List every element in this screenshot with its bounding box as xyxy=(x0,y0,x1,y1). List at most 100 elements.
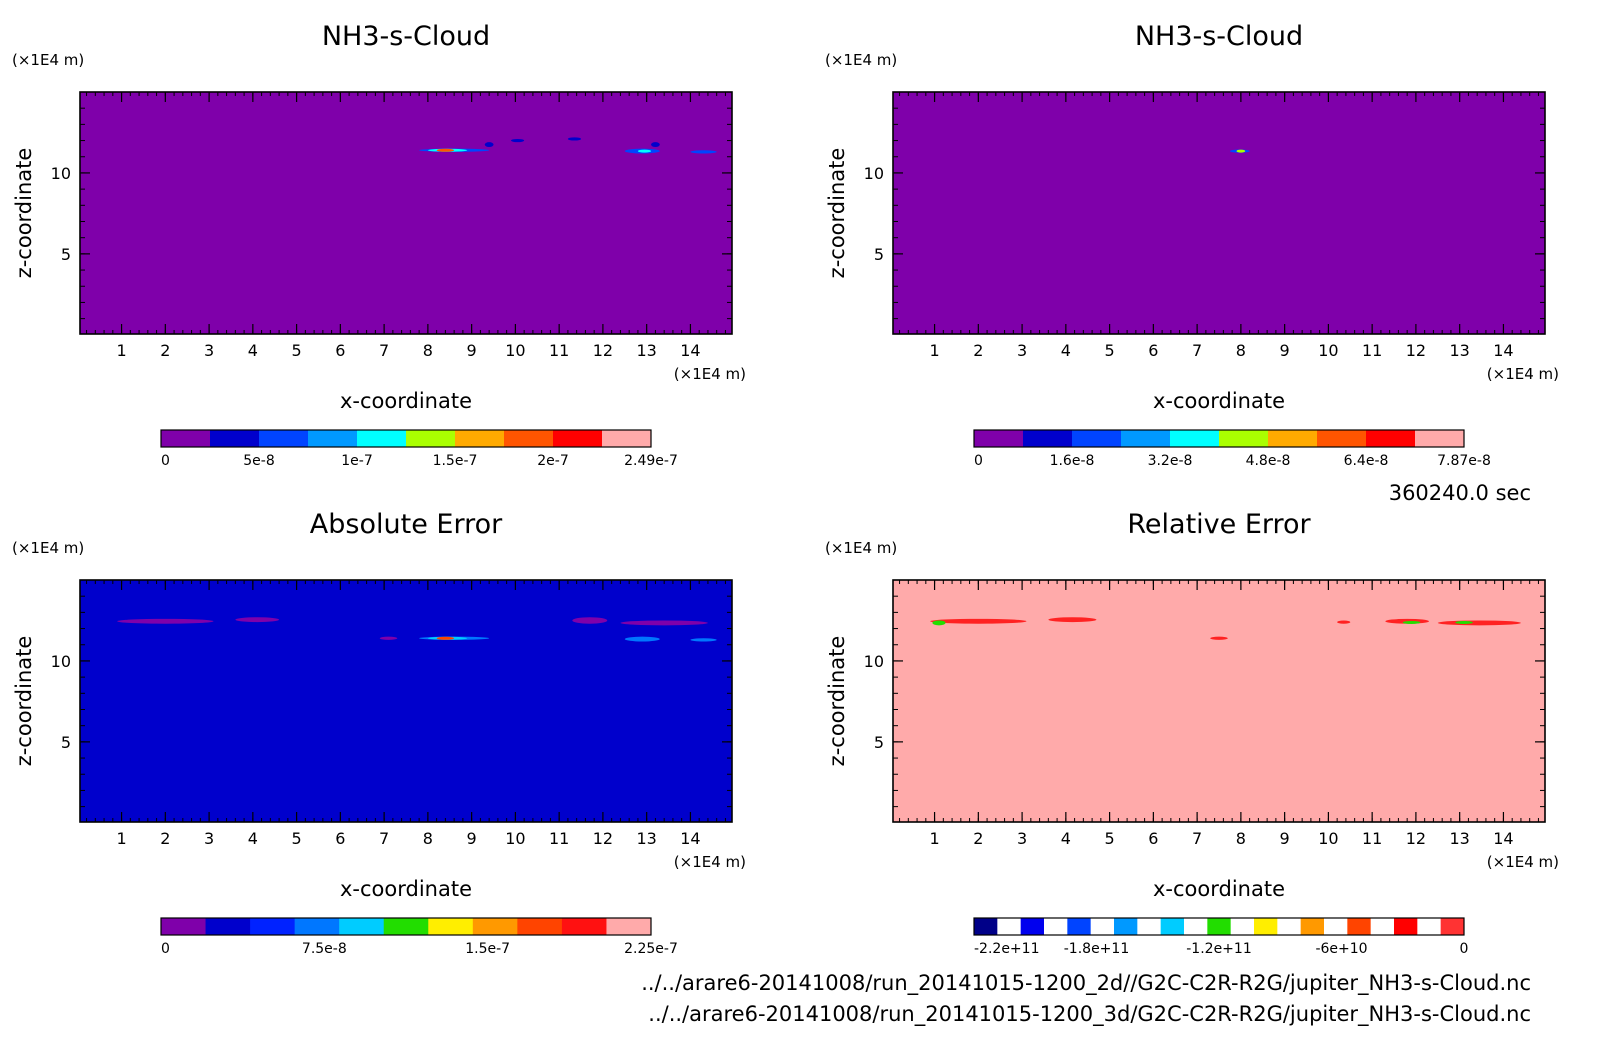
x-tick-label: 11 xyxy=(1362,829,1382,848)
x-tick-label: 14 xyxy=(1493,341,1513,360)
colorbar-frame xyxy=(160,429,652,448)
cloud-feature xyxy=(637,149,652,153)
colorbar-segment xyxy=(561,918,607,935)
x-unit-label: (×1E4 m) xyxy=(674,853,746,871)
x-tick-label: 3 xyxy=(1017,829,1027,848)
cloud-feature xyxy=(117,618,214,624)
x-tick-label: 1 xyxy=(116,341,126,360)
x-tick-label: 2 xyxy=(160,829,170,848)
y-axis-label: z-coordinate xyxy=(825,148,849,279)
colorbar-label: 5e-8 xyxy=(243,453,274,469)
x-tick-label: 12 xyxy=(593,829,613,848)
colorbar-label: 2.25e-7 xyxy=(624,941,678,957)
cloud-feature xyxy=(1402,620,1421,624)
y-tick-label: 5 xyxy=(874,245,884,264)
y-unit-label: (×1E4 m) xyxy=(825,539,897,557)
x-tick-label: 12 xyxy=(1406,341,1426,360)
x-tick-label: 14 xyxy=(1493,829,1513,848)
colorbar-segment xyxy=(1254,918,1278,935)
x-tick-label: 3 xyxy=(204,829,214,848)
colorbar-segment xyxy=(1090,918,1115,935)
colorbar-segment xyxy=(259,430,309,447)
x-unit-label: (×1E4 m) xyxy=(1487,365,1559,383)
colorbar-frame xyxy=(973,429,1465,448)
cloud-feature xyxy=(511,138,525,143)
colorbar-segment xyxy=(1170,430,1220,447)
x-tick-label: 10 xyxy=(505,341,525,360)
x-tick-label: 11 xyxy=(549,341,569,360)
colorbar-segment xyxy=(1121,430,1171,447)
colorbar-label: 1.5e-7 xyxy=(465,941,510,957)
colorbar-segment xyxy=(974,918,998,935)
colorbar-segment xyxy=(308,430,358,447)
x-tick-label: 11 xyxy=(1362,341,1382,360)
colorbar-label: 4.8e-8 xyxy=(1246,453,1291,469)
colorbar-label: 7.5e-8 xyxy=(302,941,347,957)
colorbar-segment xyxy=(1366,430,1416,447)
field-background xyxy=(80,580,732,822)
x-tick-label: 13 xyxy=(636,829,656,848)
y-tick-label: 5 xyxy=(61,733,71,752)
colorbar-segment xyxy=(1277,918,1302,935)
x-tick-label: 1 xyxy=(929,829,939,848)
colorbar-segment xyxy=(339,918,385,935)
colorbar-label: 6.4e-8 xyxy=(1344,453,1389,469)
cloud-feature xyxy=(567,137,582,141)
x-tick-label: 12 xyxy=(1406,829,1426,848)
plot-frame xyxy=(79,91,733,335)
x-unit-label: (×1E4 m) xyxy=(674,365,746,383)
cloud-feature xyxy=(484,142,494,148)
chart-title: NH3-s-Cloud xyxy=(322,21,490,52)
x-tick-label: 10 xyxy=(505,829,525,848)
x-axis-label: x-coordinate xyxy=(340,877,472,901)
colorbar-segment xyxy=(1394,918,1418,935)
colorbar-segment xyxy=(294,918,340,935)
cloud-feature xyxy=(690,638,717,642)
colorbar-label: 7.87e-8 xyxy=(1437,453,1491,469)
x-tick-label: 3 xyxy=(204,341,214,360)
colorbar-label: 1e-7 xyxy=(341,453,372,469)
colorbar-segment xyxy=(1370,918,1395,935)
colorbar-segment xyxy=(602,430,652,447)
cloud-feature xyxy=(436,148,455,152)
x-tick-label: 7 xyxy=(379,829,389,848)
colorbar-segment xyxy=(161,918,207,935)
colorbar-segment xyxy=(1137,918,1162,935)
colorbar-label: -2.2e+11 xyxy=(974,941,1039,957)
colorbar-segment xyxy=(1020,918,1045,935)
y-tick-label: 5 xyxy=(874,733,884,752)
x-tick-label: 13 xyxy=(1449,829,1469,848)
x-tick-label: 4 xyxy=(248,341,258,360)
colorbar-segment xyxy=(553,430,603,447)
colorbar-label: 1.6e-8 xyxy=(1050,453,1095,469)
cloud-feature xyxy=(572,617,608,624)
x-tick-label: 6 xyxy=(1148,829,1158,848)
colorbar-frame xyxy=(160,917,652,936)
x-tick-label: 1 xyxy=(929,341,939,360)
colorbar-segment xyxy=(1184,918,1208,935)
x-tick-label: 3 xyxy=(1017,341,1027,360)
colorbar-label: 0 xyxy=(974,453,983,469)
cloud-feature xyxy=(235,617,280,623)
colorbar-segment xyxy=(1207,918,1232,935)
x-tick-label: 9 xyxy=(467,341,477,360)
plot-frame xyxy=(892,91,1546,335)
x-tick-label: 9 xyxy=(467,829,477,848)
y-tick-label: 5 xyxy=(61,245,71,264)
colorbar-segment xyxy=(1160,918,1185,935)
x-tick-label: 5 xyxy=(292,341,302,360)
cloud-feature xyxy=(620,620,708,626)
x-tick-label: 7 xyxy=(1192,341,1202,360)
colorbar-segment xyxy=(205,918,251,935)
cloud-feature xyxy=(436,636,455,640)
x-axis-label: x-coordinate xyxy=(340,389,472,413)
colorbar-segment xyxy=(1044,918,1068,935)
chart-title: Absolute Error xyxy=(310,509,503,540)
panel-3: Absolute Error(×1E4 m)1 2 3 4 5 6 7 8 9 10 11 12 13 1… xyxy=(12,509,746,957)
colorbar: 0 5e-8 1e-7 1.5e-7 2e-7 2.49e-7 xyxy=(160,429,678,469)
chart-title: NH3-s-Cloud xyxy=(1135,21,1303,52)
colorbar-segment xyxy=(1067,918,1092,935)
x-tick-label: 6 xyxy=(1148,341,1158,360)
colorbar-segment xyxy=(357,430,407,447)
x-tick-label: 7 xyxy=(1192,829,1202,848)
